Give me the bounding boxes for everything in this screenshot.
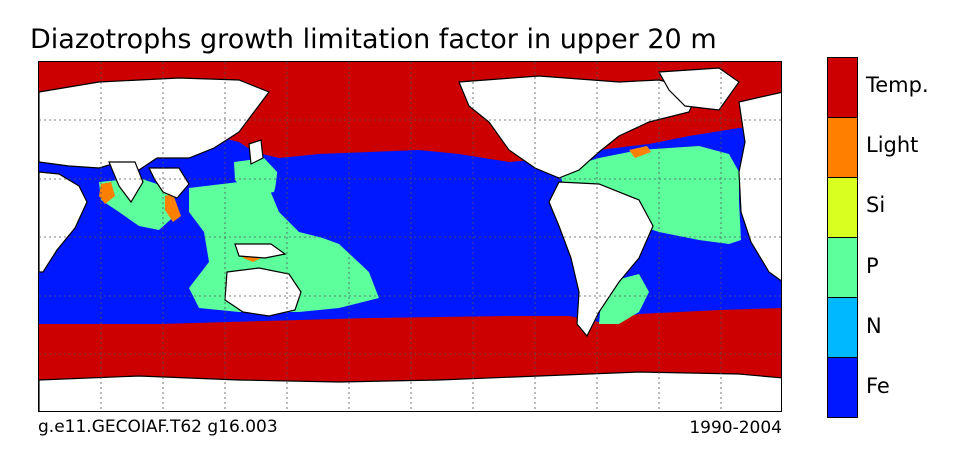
land-eurasia: [39, 77, 270, 171]
region-p-westpac: [234, 158, 279, 196]
land-south-america: [548, 181, 654, 338]
region-light-spot: [99, 182, 115, 204]
region-p-indian: [99, 178, 179, 230]
limitation-map: [38, 61, 782, 412]
legend-label: Si: [866, 193, 886, 218]
legend-label: N: [866, 313, 882, 338]
region-fe-pacific: [275, 154, 579, 312]
legend-label: Fe: [866, 373, 890, 398]
land-europe-africa: [738, 91, 781, 282]
legend-swatch: [828, 58, 857, 118]
model-run-caption: g.e11.GECOIAF.T62 g16.003: [38, 417, 278, 437]
colorbar-legend: [827, 57, 858, 418]
land-antarctica: [39, 371, 781, 411]
time-period-caption: 1990-2004: [689, 418, 782, 438]
map-gridlines: [39, 62, 781, 411]
legend-swatch: [828, 118, 857, 178]
region-light-spot: [165, 194, 181, 222]
legend-swatch: [828, 298, 857, 358]
legend-swatch: [828, 178, 857, 238]
legend-swatch: [828, 238, 857, 298]
land-new-guinea: [234, 243, 287, 259]
legend-label: Light: [866, 133, 919, 158]
legend-swatch: [828, 358, 857, 417]
land-india: [108, 161, 144, 204]
map-title: Diazotrophs growth limitation factor in …: [30, 24, 717, 55]
land-greenland: [658, 67, 740, 111]
legend-label: P: [866, 253, 879, 278]
land-australia: [224, 267, 302, 317]
region-p-atlantic: [559, 146, 741, 244]
land-north-america: [458, 75, 700, 179]
region-light-spot: [629, 146, 651, 158]
legend-label: Temp.: [866, 73, 929, 98]
land-japan: [248, 139, 264, 165]
land-indochina: [148, 167, 190, 199]
land-africa-east: [39, 171, 88, 273]
